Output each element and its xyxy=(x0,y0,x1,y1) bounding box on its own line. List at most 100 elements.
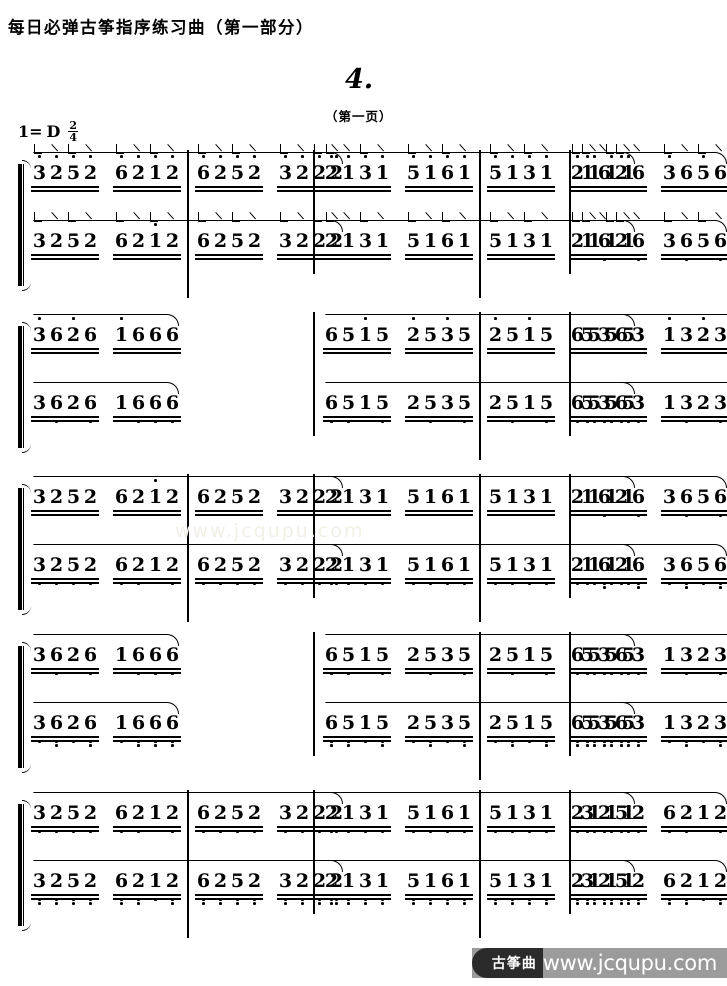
note-number: 3 xyxy=(32,392,47,414)
beam-lines xyxy=(195,510,263,517)
note-number: 5 xyxy=(604,324,619,346)
fingering-hook-icon xyxy=(613,144,630,156)
note-number: 6 xyxy=(165,324,180,346)
note-number: 2 xyxy=(324,870,339,892)
note: 5 xyxy=(487,556,504,585)
note-number: 3 xyxy=(662,554,677,576)
note-number: 2 xyxy=(66,712,81,734)
fingering-hook-icon xyxy=(661,144,678,156)
note-number: 6 xyxy=(631,486,646,508)
note: 6 xyxy=(130,394,147,423)
note: 6 xyxy=(439,556,456,585)
note: 1 xyxy=(456,232,473,251)
note: 2 xyxy=(328,488,345,507)
note: 2 xyxy=(678,872,695,905)
fingering-measure xyxy=(661,144,727,156)
octave-up-dot xyxy=(229,155,246,158)
note-number: 1 xyxy=(522,392,537,414)
note-number: 1 xyxy=(423,554,438,576)
note: 3 xyxy=(678,646,695,675)
fingering-slash-icon xyxy=(630,144,647,156)
note-number: 2 xyxy=(570,802,585,824)
note: 3 xyxy=(712,644,727,675)
note-number: 1 xyxy=(114,392,129,414)
fingering-slash-icon xyxy=(82,212,99,224)
note: 1 xyxy=(661,714,678,743)
note: 1 xyxy=(579,232,596,251)
note-number: 3 xyxy=(631,644,646,666)
note: 1 xyxy=(422,232,439,251)
note: 1 xyxy=(586,488,603,507)
note: 2 xyxy=(328,232,345,251)
note-number: 1 xyxy=(341,162,356,184)
note-number: 5 xyxy=(580,712,595,734)
note: 1 xyxy=(586,232,603,251)
note: 5 xyxy=(579,326,596,345)
note: 1 xyxy=(147,872,164,901)
note: 2 xyxy=(294,804,311,833)
note: 3 xyxy=(357,804,374,833)
note: 2 xyxy=(130,804,147,833)
beam-lines xyxy=(579,736,647,743)
fingering-measure xyxy=(661,212,727,224)
note: 5 xyxy=(579,712,596,747)
note-number: 2 xyxy=(488,644,503,666)
beam-lines xyxy=(323,510,391,517)
note-number: 5 xyxy=(457,392,472,414)
note: 6 xyxy=(195,488,212,507)
note-number: 2 xyxy=(131,486,146,508)
note-number: 6 xyxy=(49,392,64,414)
note: 1 xyxy=(521,394,538,413)
fingering-row xyxy=(31,144,345,156)
note: 6 xyxy=(82,714,99,747)
note: 2 xyxy=(48,804,65,833)
note: 6 xyxy=(164,326,181,345)
note-number: 1 xyxy=(114,324,129,346)
note-number: 1 xyxy=(148,162,163,184)
time-signature: 2 4 xyxy=(68,120,79,143)
beam-lines xyxy=(195,578,263,585)
note-number: 5 xyxy=(505,324,520,346)
note-number: 3 xyxy=(32,324,47,346)
note-number: 5 xyxy=(230,554,245,576)
note: 3 xyxy=(31,872,48,905)
fingering-hook-icon xyxy=(405,212,422,224)
note: 3 xyxy=(678,394,695,423)
note-number: 2 xyxy=(83,554,98,576)
note-number: 5 xyxy=(621,324,636,346)
note-number: 3 xyxy=(278,230,293,252)
note: 3 xyxy=(31,714,48,743)
beam-lines xyxy=(323,736,391,743)
phrase-slur xyxy=(581,702,727,714)
note-number: 1 xyxy=(457,802,472,824)
beam-lines xyxy=(405,578,473,585)
note-number: 2 xyxy=(213,230,228,252)
note-number: 2 xyxy=(295,162,310,184)
note: 1 xyxy=(340,556,357,585)
note: 3 xyxy=(596,646,613,675)
note: 5 xyxy=(229,232,246,251)
note-number: 1 xyxy=(587,162,602,184)
note: 6 xyxy=(164,646,181,675)
note-number: 3 xyxy=(662,486,677,508)
note: 2 xyxy=(212,804,229,833)
note: 5 xyxy=(586,326,603,345)
note-number: 3 xyxy=(713,644,727,666)
fingering-hook-icon xyxy=(569,212,586,224)
note-number: 3 xyxy=(679,324,694,346)
fingering-slash-icon xyxy=(712,212,727,224)
octave-up-dot xyxy=(357,317,374,320)
note-number: 5 xyxy=(457,324,472,346)
note-number: 5 xyxy=(423,392,438,414)
note-number: 6 xyxy=(148,324,163,346)
note-number: 6 xyxy=(49,712,64,734)
note: 1 xyxy=(113,394,130,413)
